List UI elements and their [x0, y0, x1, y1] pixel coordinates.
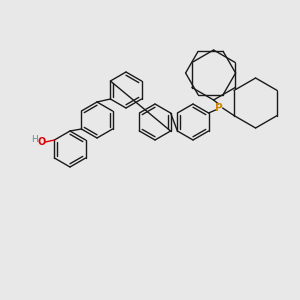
Text: H: H: [31, 134, 38, 143]
Text: P: P: [215, 103, 222, 113]
Text: O: O: [37, 137, 46, 147]
